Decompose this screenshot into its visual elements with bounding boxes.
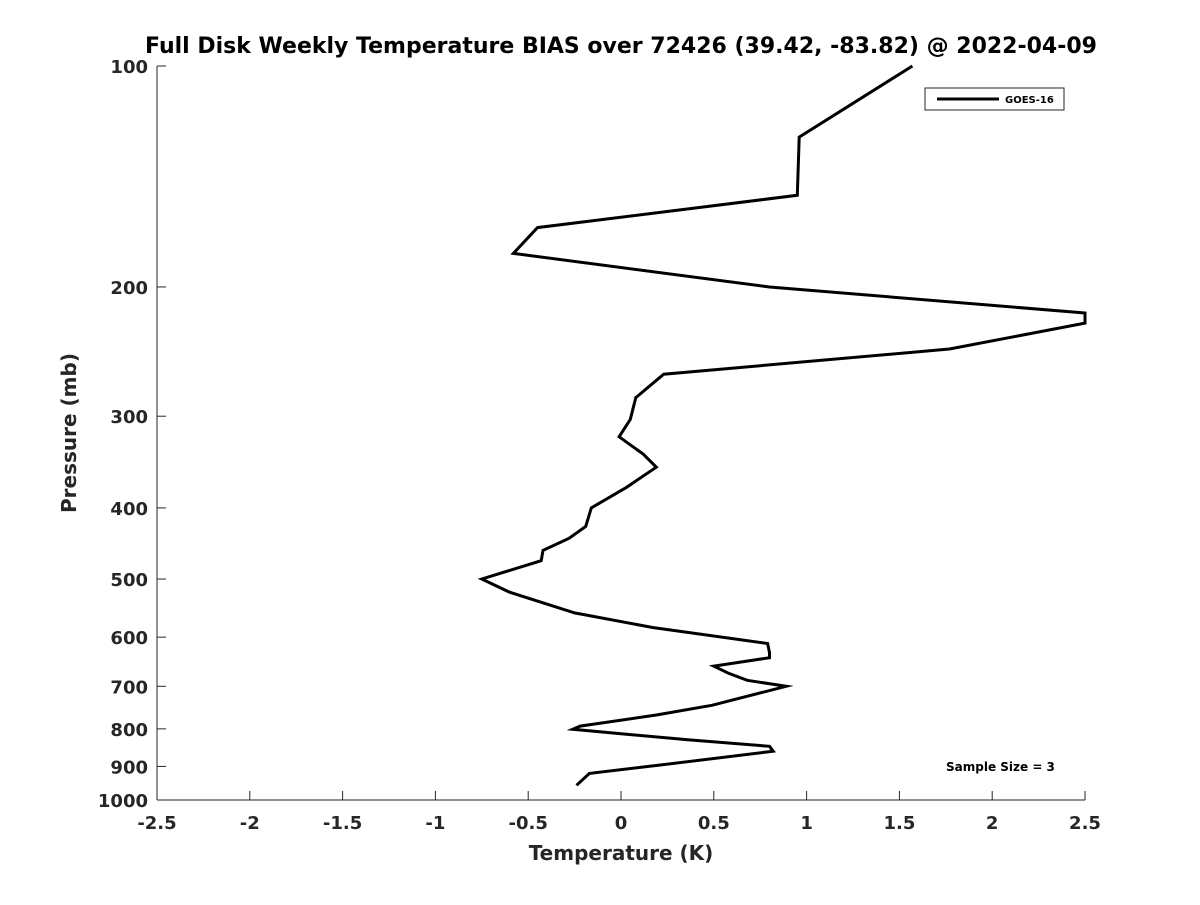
x-axis-label: Temperature (K) [529, 841, 714, 865]
x-tick-label: 1.5 [883, 813, 915, 834]
y-ticks: 100 200 300 400 500 600 700 800 900 1000 [98, 57, 166, 812]
x-tick-label: -1.5 [323, 813, 362, 834]
x-tick-label: 2.5 [1069, 813, 1101, 834]
x-tick-label: -1 [425, 813, 445, 834]
y-tick-label: 400 [110, 499, 148, 520]
x-tick-label: -2.5 [137, 813, 176, 834]
legend-label-goes-16: GOES-16 [1005, 95, 1054, 106]
y-tick-label: 100 [110, 57, 148, 78]
y-tick-label: 700 [110, 677, 148, 698]
sample-size-annotation: Sample Size = 3 [946, 760, 1055, 774]
y-tick-label: 1000 [98, 791, 148, 812]
legend: GOES-16 [924, 87, 1065, 111]
chart-title: Full Disk Weekly Temperature BIAS over 7… [145, 34, 1097, 59]
x-tick-label: -0.5 [509, 813, 548, 834]
y-axis-label: Pressure (mb) [57, 353, 81, 513]
x-tick-label: 0.5 [698, 813, 730, 834]
y-tick-label: 800 [110, 720, 148, 741]
y-tick-label: 500 [110, 570, 148, 591]
y-tick-label: 300 [110, 407, 148, 428]
series-line-goes-16 [477, 64, 1087, 787]
series-group [477, 64, 1087, 787]
y-tick-label: 600 [110, 628, 148, 649]
x-tick-label: -2 [240, 813, 260, 834]
y-tick-label: 900 [110, 757, 148, 778]
x-tick-label: 0 [615, 813, 628, 834]
y-tick-label: 200 [110, 278, 148, 299]
x-tick-label: 2 [986, 813, 999, 834]
x-tick-label: 1 [800, 813, 813, 834]
x-ticks: -2.5 -2 -1.5 -1 -0.5 0 0.5 1 1.5 2 2.5 [137, 791, 1101, 834]
